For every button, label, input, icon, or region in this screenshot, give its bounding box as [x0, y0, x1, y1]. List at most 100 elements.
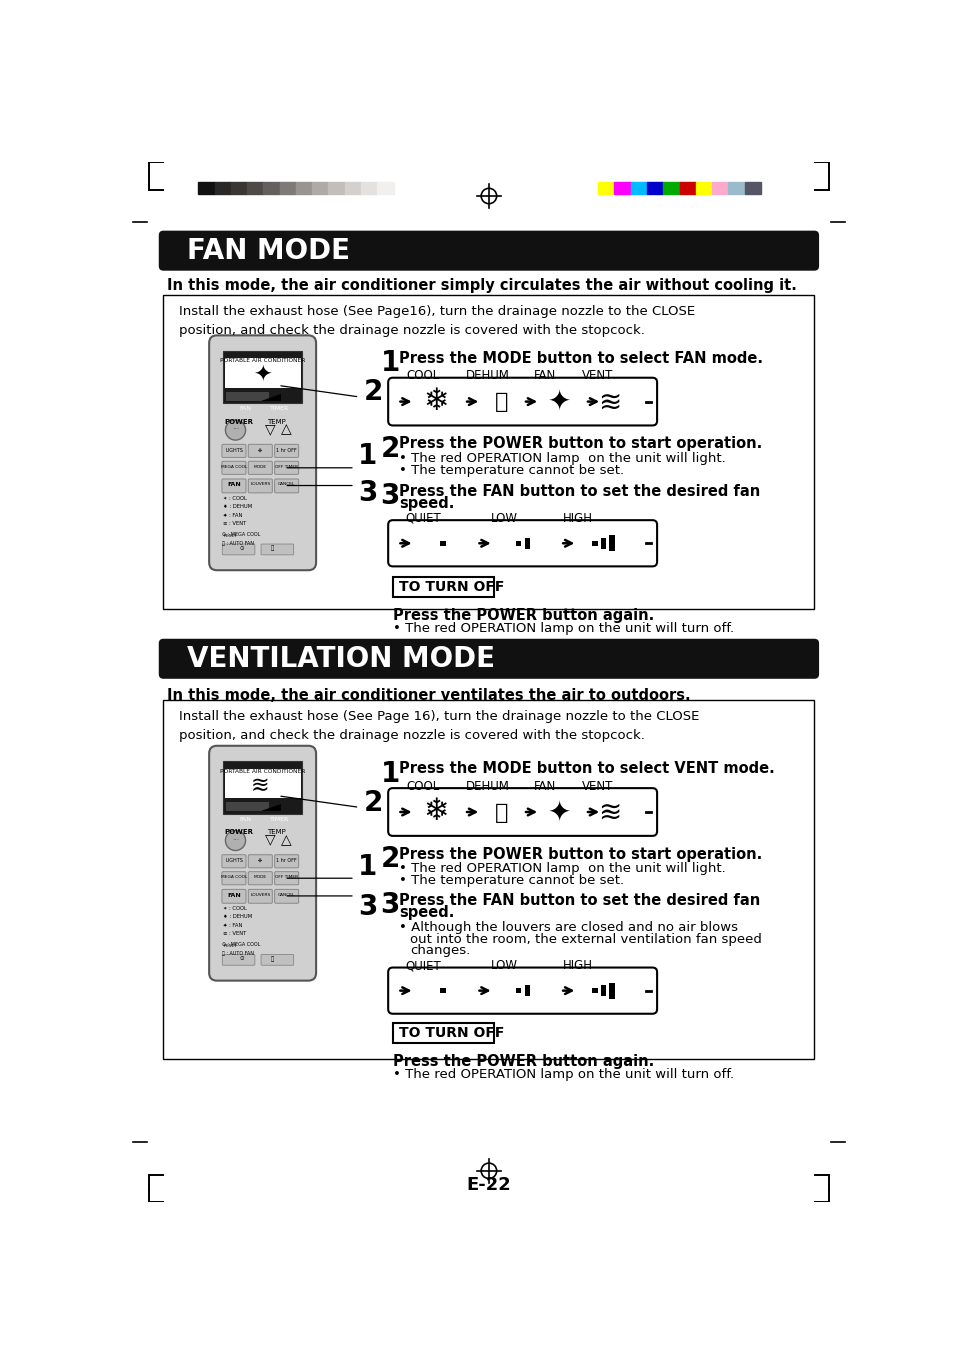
FancyBboxPatch shape	[209, 746, 315, 981]
Text: ⊙ : MEGA COOL: ⊙ : MEGA COOL	[221, 942, 259, 947]
Text: CANCEL: CANCEL	[277, 482, 295, 486]
Bar	[377, 182, 394, 193]
Text: MODE: MODE	[253, 465, 267, 469]
Text: 1: 1	[357, 442, 376, 470]
Text: COOL: COOL	[406, 369, 439, 382]
Text: DEHUM: DEHUM	[465, 369, 509, 382]
Text: ♦ : DEHUM: ♦ : DEHUM	[223, 504, 253, 509]
Text: TEMP: TEMP	[268, 365, 288, 374]
Text: ✶ : COOL: ✶ : COOL	[223, 907, 247, 911]
Text: ⓟ : AUTO FAN: ⓟ : AUTO FAN	[221, 540, 253, 546]
Bar	[711, 182, 728, 193]
Text: 1 hr OFF: 1 hr OFF	[276, 858, 296, 863]
FancyBboxPatch shape	[222, 871, 246, 885]
Text: ✦: ✦	[547, 388, 571, 416]
Text: ❄: ❄	[423, 797, 449, 827]
FancyBboxPatch shape	[158, 639, 819, 678]
FancyBboxPatch shape	[222, 855, 246, 867]
Text: speed.: speed.	[398, 905, 454, 920]
FancyBboxPatch shape	[222, 461, 246, 474]
Text: ▽: ▽	[265, 423, 275, 436]
Bar	[524, 538, 530, 549]
Text: 2: 2	[363, 789, 382, 817]
Bar	[295, 182, 312, 193]
Bar	[163, 295, 814, 609]
Text: MODE: MODE	[240, 775, 263, 784]
FancyBboxPatch shape	[248, 889, 272, 904]
Circle shape	[225, 831, 245, 851]
Bar	[609, 535, 615, 551]
Text: FAN: FAN	[533, 780, 556, 793]
Text: ✶ : COOL: ✶ : COOL	[223, 496, 247, 500]
Text: MODE: MODE	[240, 365, 263, 374]
FancyBboxPatch shape	[222, 444, 246, 458]
Text: VENTILATION MODE: VENTILATION MODE	[187, 644, 495, 673]
Bar	[592, 540, 598, 546]
Bar	[679, 182, 695, 193]
Text: • The temperature cannot be set.: • The temperature cannot be set.	[398, 463, 623, 477]
Text: • The red OPERATION lamp on the unit will turn off.: • The red OPERATION lamp on the unit wil…	[393, 1067, 733, 1081]
FancyBboxPatch shape	[209, 335, 315, 570]
Bar	[279, 182, 295, 193]
Bar	[516, 988, 521, 993]
Text: ▽: ▽	[265, 832, 275, 847]
FancyBboxPatch shape	[222, 954, 254, 965]
Bar	[312, 182, 328, 193]
Bar	[224, 769, 300, 798]
Bar	[328, 182, 344, 193]
Bar	[226, 802, 269, 811]
Bar	[695, 182, 711, 193]
Text: FAN: FAN	[227, 482, 240, 488]
Bar	[600, 538, 606, 549]
Text: TIMER: TIMER	[270, 816, 289, 821]
Bar	[609, 982, 615, 998]
Text: TO TURN OFF: TO TURN OFF	[398, 580, 504, 594]
Text: 3: 3	[380, 892, 399, 919]
Text: • The temperature cannot be set.: • The temperature cannot be set.	[398, 874, 623, 888]
Text: CANCEL: CANCEL	[277, 893, 295, 897]
FancyBboxPatch shape	[388, 378, 657, 426]
Text: 1 hr OFF: 1 hr OFF	[276, 447, 296, 453]
Text: In this mode, the air conditioner ventilates the air to outdoors.: In this mode, the air conditioner ventil…	[167, 688, 690, 703]
Bar	[223, 761, 302, 813]
Polygon shape	[261, 394, 281, 401]
FancyBboxPatch shape	[248, 871, 272, 885]
Text: • The red OPERATION lamp  on the unit will light.: • The red OPERATION lamp on the unit wil…	[398, 451, 725, 465]
Text: ✦: ✦	[253, 365, 272, 385]
Circle shape	[225, 420, 245, 440]
Text: TEMP: TEMP	[267, 419, 286, 424]
Text: ✦: ✦	[547, 798, 571, 825]
Text: △: △	[280, 832, 291, 847]
Bar	[214, 182, 231, 193]
FancyBboxPatch shape	[274, 871, 298, 885]
FancyBboxPatch shape	[274, 461, 298, 474]
FancyBboxPatch shape	[388, 520, 657, 566]
Bar	[223, 351, 302, 403]
Text: TO TURN OFF: TO TURN OFF	[398, 1025, 504, 1040]
FancyBboxPatch shape	[248, 444, 272, 458]
Text: ···: ···	[232, 836, 239, 844]
Text: FAN: FAN	[239, 407, 252, 411]
Text: Press the MODE button to select VENT mode.: Press the MODE button to select VENT mod…	[398, 761, 774, 777]
Bar	[662, 182, 679, 193]
Text: changes.: changes.	[410, 943, 470, 957]
Text: ✤: ✤	[258, 447, 262, 453]
Text: Install the exhaust hose (See Page16), turn the drainage nozzle to the CLOSE
pos: Install the exhaust hose (See Page16), t…	[179, 305, 695, 336]
Text: MODE: MODE	[253, 875, 267, 880]
Bar	[744, 182, 760, 193]
Text: 🔥: 🔥	[494, 392, 508, 412]
Bar	[247, 182, 263, 193]
Bar	[231, 182, 247, 193]
Text: In this mode, the air conditioner simply circulates the air without cooling it.: In this mode, the air conditioner simply…	[167, 277, 797, 293]
FancyBboxPatch shape	[261, 954, 294, 965]
Text: VENT: VENT	[581, 369, 613, 382]
Text: POWER: POWER	[224, 830, 253, 835]
Text: ⓟ: ⓟ	[270, 546, 274, 551]
Text: PORTABLE AIR CONDITIONER: PORTABLE AIR CONDITIONER	[220, 769, 305, 774]
Text: Press the POWER button to start operation.: Press the POWER button to start operatio…	[398, 436, 761, 451]
Bar	[598, 182, 614, 193]
Bar	[728, 182, 744, 193]
FancyBboxPatch shape	[222, 480, 246, 493]
Bar	[646, 182, 662, 193]
FancyBboxPatch shape	[388, 967, 657, 1013]
